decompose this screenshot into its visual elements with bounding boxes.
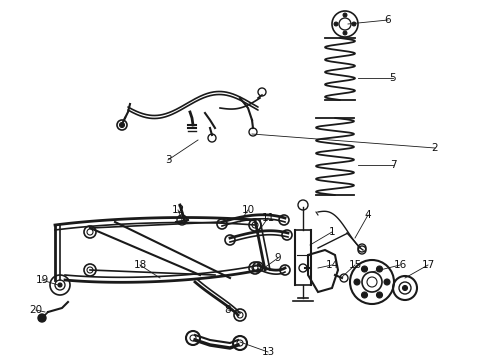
Circle shape	[334, 22, 338, 26]
Text: 3: 3	[165, 155, 172, 165]
Text: 17: 17	[421, 260, 435, 270]
Circle shape	[376, 266, 383, 272]
Text: 2: 2	[432, 143, 439, 153]
Text: 1: 1	[329, 227, 335, 237]
Circle shape	[120, 122, 124, 127]
Text: 15: 15	[348, 260, 362, 270]
Circle shape	[343, 13, 347, 17]
Text: 12: 12	[172, 205, 185, 215]
Text: 6: 6	[385, 15, 392, 25]
Text: 7: 7	[390, 160, 396, 170]
Circle shape	[58, 283, 62, 287]
Polygon shape	[308, 250, 338, 292]
Circle shape	[354, 279, 360, 285]
Text: 9: 9	[275, 253, 281, 263]
Text: 20: 20	[29, 305, 43, 315]
Circle shape	[376, 292, 383, 298]
Text: 8: 8	[225, 305, 231, 315]
Text: 13: 13	[261, 347, 274, 357]
Text: 16: 16	[393, 260, 407, 270]
Circle shape	[352, 22, 356, 26]
Text: 14: 14	[325, 260, 339, 270]
Text: 19: 19	[35, 275, 49, 285]
Text: 18: 18	[133, 260, 147, 270]
Text: 4: 4	[365, 210, 371, 220]
Text: 11: 11	[261, 213, 274, 223]
Text: 5: 5	[390, 73, 396, 83]
Circle shape	[38, 314, 46, 322]
Circle shape	[384, 279, 390, 285]
Circle shape	[362, 266, 368, 272]
Circle shape	[343, 31, 347, 35]
Text: 10: 10	[242, 205, 255, 215]
Circle shape	[362, 292, 368, 298]
Circle shape	[402, 285, 408, 291]
